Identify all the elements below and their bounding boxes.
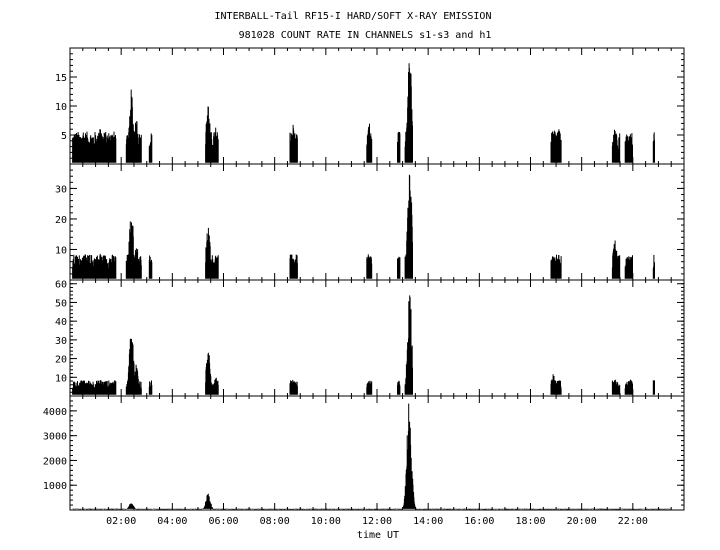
y-tick-label: 20 [55, 215, 67, 226]
x-tick-label: 18:00 [515, 516, 545, 527]
chart-title-line2: 981028 COUNT RATE IN CHANNELS s1-s3 and … [239, 30, 492, 41]
x-tick-labels: 02:00 04:00 06:00 08:00 10:00 12:00 14:00 16:00… [106, 516, 648, 527]
y-tick-label: 20 [55, 355, 67, 366]
panel-frame [69, 47, 685, 165]
panel-frame [69, 395, 685, 511]
y-tick-label: 2000 [43, 456, 67, 467]
y-tick-label: 1000 [43, 481, 67, 492]
x-axis-label: time UT [357, 530, 399, 541]
y-tick-label: 60 [55, 280, 67, 291]
panel-s3: 10 20 30 40 50 60 [55, 279, 685, 397]
panel-h1: 1000 2000 3000 4000 [43, 395, 685, 511]
y-tick-label: 3000 [43, 432, 67, 443]
x-tick-label: 12:00 [362, 516, 392, 527]
y-tick-label: 10 [55, 102, 67, 113]
y-tick-label: 5 [61, 131, 67, 142]
panels-group: 5 10 15 10 20 30 10 20 30 40 50 60 1000 2000 3000 4000 [43, 47, 685, 511]
y-tick-label: 10 [55, 245, 67, 256]
x-tick-label: 14:00 [413, 516, 443, 527]
x-tick-label: 20:00 [567, 516, 597, 527]
chart-title-line1: INTERBALL-Tail RF15-I HARD/SOFT X-RAY EM… [215, 11, 492, 22]
y-tick-label: 40 [55, 317, 67, 328]
x-tick-label: 10:00 [311, 516, 341, 527]
panel-s1: 5 10 15 [55, 47, 685, 165]
y-tick-label: 30 [55, 184, 67, 195]
x-tick-label: 08:00 [260, 516, 290, 527]
y-tick-label: 15 [55, 73, 67, 84]
data-trace-s2 [72, 174, 655, 279]
data-trace-s1 [72, 63, 655, 163]
panel-frame [69, 163, 685, 281]
x-tick-label: 02:00 [106, 516, 136, 527]
panel-s2: 10 20 30 [55, 163, 685, 281]
x-tick-label: 22:00 [618, 516, 648, 527]
panel-frame [69, 279, 685, 397]
x-tick-label: 04:00 [157, 516, 187, 527]
data-trace-h1 [72, 403, 672, 510]
y-tick-label: 50 [55, 298, 67, 309]
y-tick-label: 4000 [43, 407, 67, 418]
x-tick-label: 06:00 [208, 516, 238, 527]
data-trace-s3 [72, 295, 655, 395]
y-tick-label: 10 [55, 373, 67, 384]
x-tick-label: 16:00 [464, 516, 494, 527]
y-tick-label: 30 [55, 336, 67, 347]
